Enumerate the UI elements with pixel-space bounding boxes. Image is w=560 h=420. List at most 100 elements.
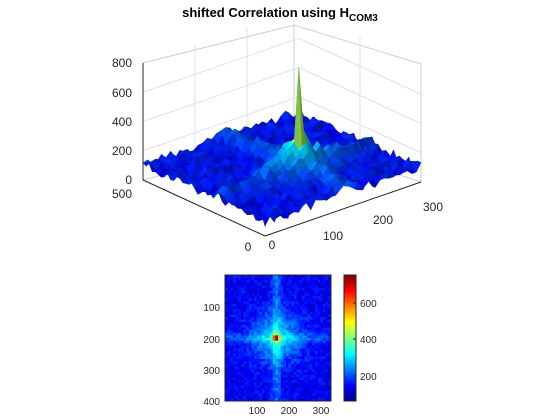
heatmap-cell: [312, 314, 316, 318]
heatmap-cell: [280, 301, 284, 305]
heatmap-cell: [272, 327, 276, 331]
heatmap-cell: [246, 377, 250, 381]
heatmap-cell: [296, 330, 300, 334]
heatmap-cell: [315, 395, 319, 399]
heatmap-cell: [304, 351, 308, 355]
heatmap-cell: [275, 390, 279, 394]
heatmap-cell: [246, 359, 250, 362]
heatmap-cell: [227, 301, 231, 305]
heatmap-cell: [267, 322, 271, 326]
heatmap-cell: [280, 311, 284, 315]
heatmap-cell: [309, 372, 313, 376]
heatmap-cell: [246, 345, 250, 349]
heatmap-cell: [323, 398, 326, 402]
heatmap-cell: [275, 364, 279, 368]
heatmap-cell: [304, 275, 308, 278]
heatmap-cell: [248, 277, 252, 281]
heatmap-cell: [243, 303, 247, 307]
heatmap-cell: [232, 351, 236, 355]
heatmap-cell: [251, 311, 255, 315]
heatmap-cell: [325, 398, 329, 402]
heatmap-cell: [309, 380, 313, 383]
heatmap-cell: [325, 275, 329, 278]
heatmap-cell: [232, 382, 236, 386]
heatmap-cell: [267, 338, 271, 341]
heatmap-cell: [270, 314, 273, 318]
heatmap-cell: [238, 330, 242, 334]
heatmap-cell: [262, 364, 266, 368]
heatmap-cell: [283, 374, 287, 378]
heatmap-cell: [299, 322, 303, 326]
heatmap-cell: [254, 395, 258, 399]
heatmap-cell: [251, 314, 255, 318]
heatmap-cell: [280, 277, 284, 281]
heatmap-cell: [280, 361, 284, 365]
heatmap-cell: [225, 356, 228, 360]
heatmap-cell: [296, 377, 300, 381]
heatmap-cell: [251, 385, 255, 389]
heatmap-cell: [272, 353, 276, 357]
heatmap-cell: [254, 311, 258, 315]
heatmap-cell: [278, 380, 281, 383]
heatmap-x-ticks: 100 200 300: [249, 398, 330, 417]
heatmap-cell: [312, 288, 316, 292]
heatmap-cell: [235, 395, 239, 399]
heatmap-cell: [325, 351, 329, 355]
heatmap-cell: [246, 332, 250, 336]
heatmap-cell: [301, 309, 305, 313]
heatmap-cell: [270, 303, 273, 307]
heatmap-cell: [309, 340, 313, 344]
heatmap-cell: [272, 317, 276, 320]
heatmap-y-tick-label: 200: [203, 335, 220, 346]
heatmap-cell: [325, 395, 329, 399]
heatmap-cell: [301, 322, 305, 326]
heatmap-cell: [309, 398, 313, 402]
heatmap-cell: [264, 330, 268, 334]
heatmap-cell: [288, 359, 292, 362]
heatmap-cell: [232, 277, 236, 281]
heatmap-cell: [227, 356, 231, 360]
heatmap-cell: [323, 303, 326, 307]
heatmap-cell: [296, 290, 300, 294]
heatmap-cell: [238, 306, 242, 310]
surface-mesh: [142, 67, 422, 228]
heatmap-cell: [328, 285, 332, 289]
heatmap-cell: [293, 393, 297, 397]
heatmap-cell: [254, 298, 258, 302]
heatmap-cell: [283, 322, 287, 326]
heatmap-cell: [293, 380, 297, 383]
heatmap-cell: [309, 353, 313, 357]
heatmap-cell: [291, 380, 295, 383]
heatmap-cell: [270, 353, 273, 357]
heatmap-cell: [246, 335, 250, 339]
heatmap-cell: [312, 351, 316, 355]
heatmap-cell: [243, 290, 247, 294]
heatmap-cell: [307, 306, 311, 310]
heatmap-cell: [225, 366, 228, 370]
heatmap-cell: [248, 311, 252, 315]
heatmap-cell: [227, 330, 231, 334]
heatmap-cell: [291, 369, 295, 373]
heatmap-cell: [238, 364, 242, 368]
heatmap-cell: [262, 288, 266, 292]
heatmap-cell: [267, 361, 271, 365]
heatmap-cell: [317, 324, 321, 328]
heatmap-cell: [325, 298, 329, 302]
heatmap-cell: [283, 385, 287, 389]
heatmap-cell: [283, 311, 287, 315]
heatmap-cell: [320, 311, 324, 315]
heatmap-cell: [254, 374, 258, 378]
surface-ticks: 800 600 400 200 0 500 0 0 100 200 300: [112, 56, 443, 254]
heatmap-cell: [232, 385, 236, 389]
heatmap-cell: [230, 351, 234, 355]
heatmap-cell: [262, 356, 266, 360]
heatmap-cell: [307, 288, 311, 292]
heatmap-cell: [254, 330, 258, 334]
heatmap-cell: [227, 385, 231, 389]
heatmap-cell: [246, 280, 250, 284]
heatmap-cell: [278, 275, 281, 278]
heatmap-cell: [275, 387, 279, 391]
heatmap-cell: [317, 340, 321, 344]
heatmap-cell: [240, 345, 244, 349]
heatmap-cell: [230, 382, 234, 386]
